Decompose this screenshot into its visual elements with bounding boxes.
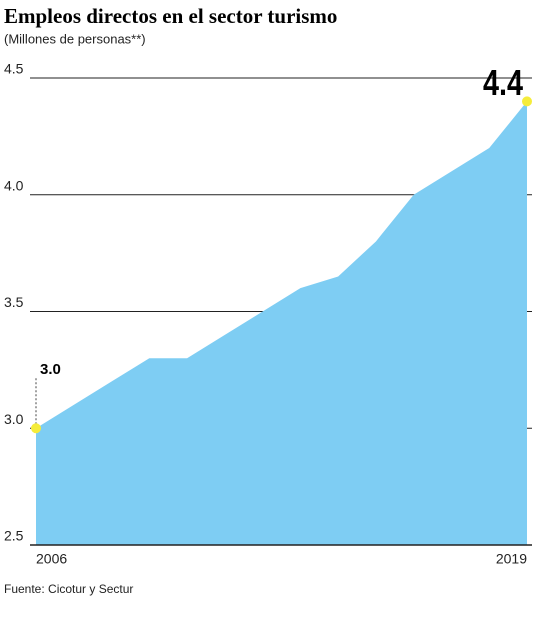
value-label: 3.0 <box>40 361 61 378</box>
marker <box>31 423 41 434</box>
value-label: 4.4 <box>483 62 523 103</box>
source: Fuente: Cicotur y Sectur <box>4 582 133 596</box>
chart-title: Empleos directos en el sector turismo <box>4 4 337 28</box>
y-tick-label: 4.0 <box>4 177 24 193</box>
x-tick-label: 2006 <box>36 551 67 567</box>
marker <box>522 96 532 107</box>
y-tick-label: 2.5 <box>4 528 24 544</box>
x-tick-label: 2019 <box>496 551 527 567</box>
y-tick-label: 4.5 <box>4 61 24 77</box>
chart-subtitle: (Millones de personas**) <box>4 31 146 46</box>
y-tick-label: 3.5 <box>4 294 24 310</box>
area <box>36 101 527 545</box>
y-tick-label: 3.0 <box>4 411 24 427</box>
